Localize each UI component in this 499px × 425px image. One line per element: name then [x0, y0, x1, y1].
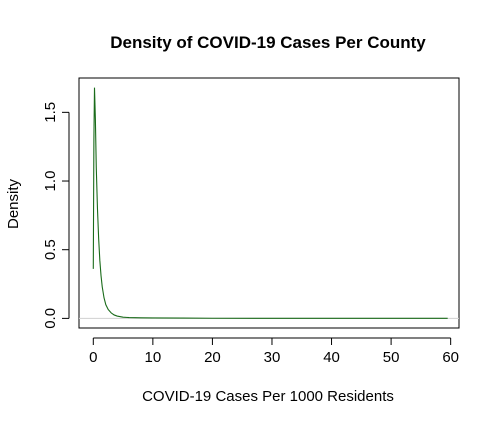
y-tick-label: 1.0 — [42, 171, 59, 192]
x-tick-label: 40 — [323, 349, 340, 366]
x-tick-label: 20 — [204, 349, 221, 366]
plot-frame — [78, 77, 460, 329]
x-tick-label: 50 — [383, 349, 400, 366]
x-axis: 0 10 20 30 40 50 60 — [89, 337, 459, 366]
y-axis: 0.0 0.5 1.0 1.5 — [42, 102, 70, 329]
x-tick-label: 30 — [264, 349, 281, 366]
x-axis-label: COVID-19 Cases Per 1000 Residents — [142, 388, 394, 405]
x-tick-label: 10 — [145, 349, 162, 366]
y-axis-label: Density — [5, 178, 22, 229]
chart-title: Density of COVID-19 Cases Per County — [110, 33, 426, 52]
y-tick-label: 1.5 — [42, 102, 59, 123]
x-tick-label: 0 — [89, 349, 97, 366]
y-tick-label: 0.0 — [42, 308, 59, 329]
x-tick-label: 60 — [442, 349, 459, 366]
density-curve — [92, 87, 448, 319]
y-tick-label: 0.5 — [42, 239, 59, 260]
